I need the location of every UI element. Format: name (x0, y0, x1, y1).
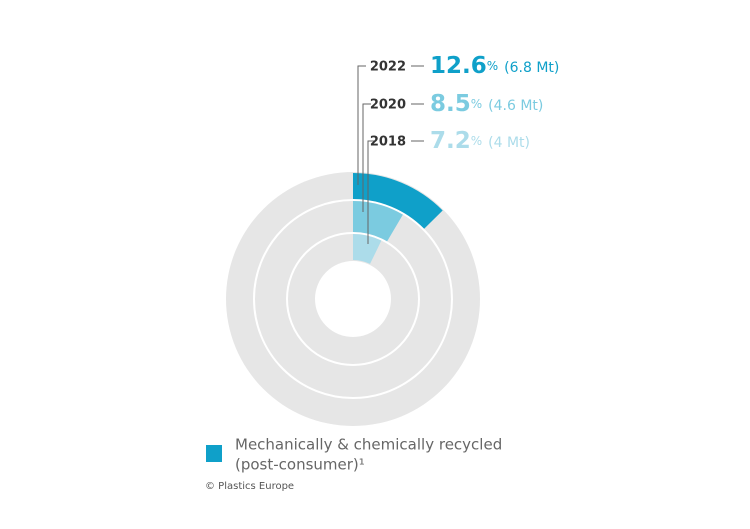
value-number: 12.6 (430, 53, 487, 79)
year-label: 2018 (370, 135, 406, 150)
value-label: 7.2% (430, 128, 482, 154)
leader-line (357, 65, 366, 185)
donut-segment (353, 201, 403, 242)
legend-label: Mechanically & chemically recycled (235, 436, 502, 454)
amount-label: (6.8 Mt) (504, 60, 559, 76)
ring-separator (253, 199, 453, 399)
legend-swatch (206, 445, 222, 462)
year-label: 2020 (370, 98, 406, 113)
value-unit: % (487, 59, 498, 73)
ring-separator (286, 232, 420, 366)
value-number: 7.2 (430, 128, 471, 154)
source: © Plastics Europe (205, 481, 294, 492)
amount-label: (4.6 Mt) (488, 98, 543, 114)
legend-label: (post-consumer)¹ (235, 456, 365, 474)
amount-label: (4 Mt) (488, 135, 530, 151)
leader-line (362, 103, 371, 212)
leader-line (367, 140, 376, 244)
value-label: 12.6% (430, 53, 498, 79)
value-number: 8.5 (430, 91, 471, 117)
donut-segment (353, 173, 443, 229)
value-unit: % (471, 134, 482, 148)
value-label: 8.5% (430, 91, 482, 117)
donut-hole (315, 261, 391, 337)
year-label: 2022 (370, 60, 406, 75)
donut-segment (353, 234, 382, 264)
value-unit: % (471, 97, 482, 111)
